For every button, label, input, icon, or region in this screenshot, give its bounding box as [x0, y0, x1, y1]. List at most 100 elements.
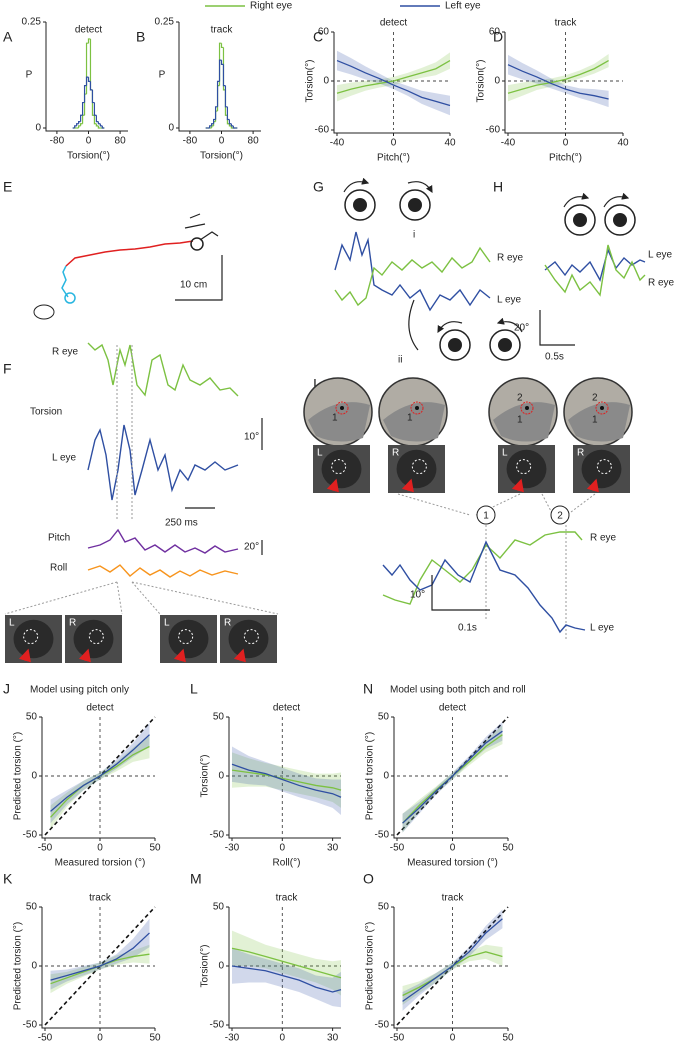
- x-tick-label: 30: [327, 1033, 339, 1044]
- x-tick-label: -50: [390, 1033, 405, 1044]
- guide-line: [4, 581, 279, 615]
- trace: [382, 531, 583, 605]
- y-tick-label: 0.25: [22, 17, 42, 28]
- cricket-marker: [190, 237, 204, 251]
- error-band: [50, 722, 150, 824]
- histogram-step: [99, 123, 103, 127]
- scale-label: 20°: [244, 542, 259, 553]
- histogram-step: [93, 115, 97, 125]
- histogram-step: [226, 106, 230, 121]
- series-line: [231, 947, 342, 979]
- y-tick-label: 50: [213, 902, 225, 913]
- chart-title: track: [555, 18, 578, 29]
- error-band: [50, 944, 150, 994]
- eye-iris: [506, 449, 547, 489]
- y-tick-label: 50: [26, 712, 38, 723]
- chart-title: detect: [86, 703, 113, 714]
- error-band: [50, 918, 150, 990]
- error-band: [402, 721, 503, 833]
- y-axis-label: P: [159, 70, 166, 81]
- histogram-step: [232, 125, 236, 129]
- arrow: [326, 478, 339, 493]
- y-axis-label: Torsion(°): [305, 60, 316, 103]
- photo-label: L: [317, 448, 323, 459]
- scale-label: 10°: [410, 590, 425, 601]
- target: [520, 401, 534, 415]
- y-axis-label: Predicted torsion (°): [13, 922, 24, 1010]
- target: [595, 401, 609, 415]
- x-tick-label: 0: [97, 843, 103, 854]
- arena-floor: [568, 402, 630, 442]
- x-tick-label: 80: [115, 136, 127, 147]
- series-line: [50, 734, 150, 812]
- histogram-step: [213, 118, 216, 124]
- view-label: 2: [517, 393, 523, 404]
- series-line: [507, 64, 609, 100]
- x-tick-label: -30: [225, 843, 240, 854]
- scale-bar: [431, 575, 490, 611]
- axis: [228, 907, 341, 1029]
- histogram-step: [211, 123, 214, 126]
- scale-label: 0.1s: [458, 623, 477, 634]
- histogram-step: [220, 60, 224, 65]
- trace-label: R eye: [52, 347, 79, 358]
- panel-letter: M: [190, 871, 202, 887]
- arrow: [401, 478, 414, 493]
- histogram-step: [220, 43, 224, 49]
- x-tick-label: 40: [444, 138, 456, 149]
- eye-iris: [581, 449, 622, 489]
- histogram-step: [74, 125, 77, 128]
- histogram-step: [97, 125, 101, 129]
- histogram-step: [224, 85, 228, 108]
- target: [335, 401, 349, 415]
- x-tick-label: 0: [219, 136, 225, 147]
- x-tick-label: -40: [501, 138, 516, 149]
- y-axis-label: Torsion(°): [200, 755, 211, 798]
- y-axis-label: P: [26, 70, 33, 81]
- eye-icon: [343, 177, 376, 221]
- error-band: [50, 734, 150, 830]
- y-tick-label: 0: [494, 76, 500, 87]
- view-label: 1: [332, 413, 338, 424]
- panel-f: F R eye Torsion L eye 10° 250 ms Pitch 2…: [3, 342, 279, 663]
- view-label: 2: [592, 393, 598, 404]
- arena-floor: [308, 402, 370, 442]
- x-tick-label: 50: [149, 1033, 161, 1044]
- histogram-step: [222, 47, 226, 91]
- chart-title: track: [89, 893, 112, 904]
- axis: [41, 907, 155, 1029]
- trace-label: R eye: [590, 533, 617, 544]
- histogram-step: [78, 125, 81, 128]
- x-tick-label: -80: [183, 136, 198, 147]
- x-axis-label: Torsion(°): [67, 151, 110, 162]
- eye-icon: [399, 181, 433, 221]
- y-tick-label: 50: [378, 712, 390, 723]
- pupil-outline: [516, 459, 532, 475]
- scale-label: 10 cm: [180, 280, 207, 291]
- histogram-step: [214, 106, 218, 120]
- pupil-outline: [411, 459, 427, 475]
- panel-note: Model using pitch only: [30, 685, 129, 696]
- x-tick-label: 50: [502, 843, 514, 854]
- scale-bar: [175, 255, 223, 301]
- identity-line: [396, 716, 509, 836]
- y-tick-label: 60: [318, 27, 330, 38]
- x-tick-label: -50: [38, 1033, 53, 1044]
- axis: [45, 22, 128, 132]
- pupil-outline: [596, 459, 612, 475]
- chart-title: track: [276, 893, 299, 904]
- y-tick-label: -50: [210, 1020, 225, 1031]
- x-tick-label: 0: [97, 1033, 103, 1044]
- marker-label: i: [413, 230, 415, 241]
- y-tick-label: 0: [168, 123, 174, 134]
- histogram-step: [81, 101, 85, 116]
- cricket: [525, 406, 529, 410]
- panel-letter: F: [3, 361, 12, 377]
- pupil-outline: [88, 629, 104, 645]
- eye-icon: [489, 317, 523, 361]
- panel-letter: G: [313, 179, 324, 195]
- pupil-outline: [331, 459, 347, 475]
- legend-label: Right eye: [250, 1, 293, 12]
